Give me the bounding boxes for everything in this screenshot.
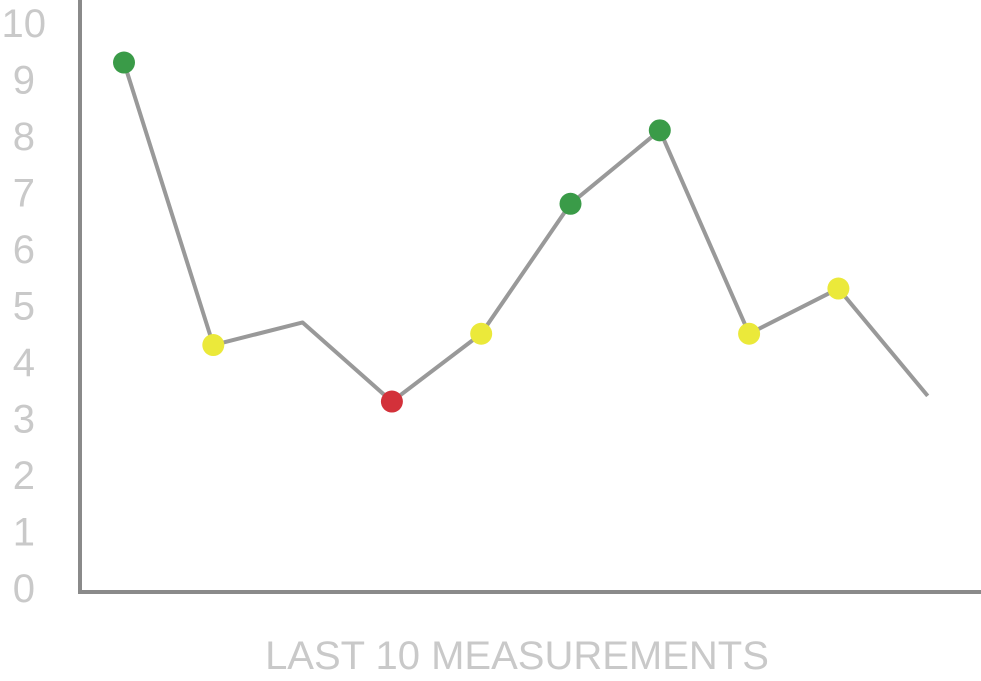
- data-point-green: [113, 51, 135, 74]
- y-tick-label: 3: [13, 398, 35, 442]
- y-tick-label: 1: [13, 511, 35, 555]
- y-tick-label: 4: [13, 341, 35, 385]
- data-point-green: [559, 192, 582, 215]
- x-axis-label: LAST 10 MEASUREMENTS: [265, 634, 769, 678]
- y-tick-label: 6: [13, 228, 35, 272]
- y-tick-label: 9: [13, 59, 35, 103]
- data-point-yellow: [470, 322, 493, 345]
- y-tick-label: 10: [2, 2, 47, 46]
- data-point-yellow: [738, 322, 761, 345]
- y-axis-ticks: 0 1 2 3 4 5 6 7 8 9 10: [2, 2, 47, 611]
- data-point-green: [648, 119, 671, 142]
- data-point-yellow: [202, 334, 225, 357]
- y-tick-label: 8: [13, 115, 35, 159]
- data-point-red: [380, 390, 403, 413]
- data-points: [113, 51, 850, 413]
- y-tick-label: 7: [13, 172, 35, 216]
- series-line: [122, 61, 930, 404]
- data-point-yellow: [827, 277, 850, 300]
- y-tick-label: 0: [13, 567, 35, 611]
- y-tick-label: 5: [13, 285, 35, 329]
- y-tick-label: 2: [13, 454, 35, 498]
